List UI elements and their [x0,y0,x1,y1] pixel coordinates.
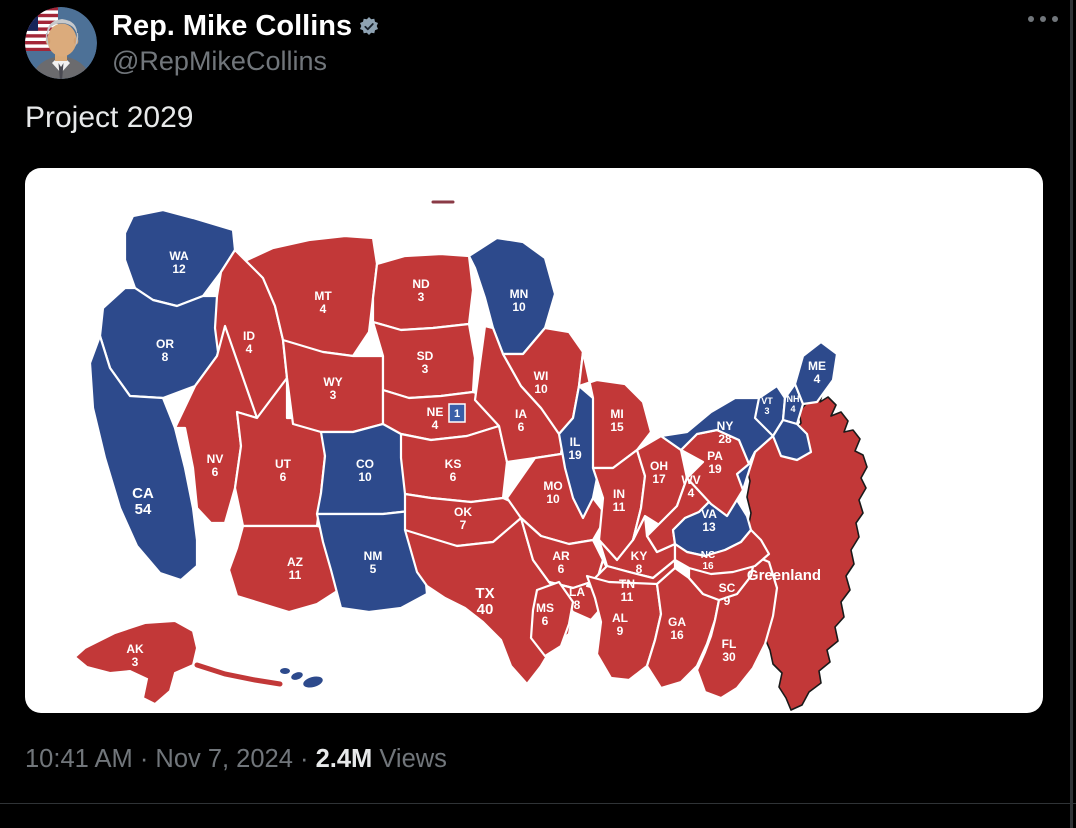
svg-text:15: 15 [610,420,624,434]
svg-text:54: 54 [135,501,152,518]
svg-text:IL: IL [570,435,581,449]
svg-text:PA: PA [707,449,723,463]
svg-text:NC: NC [701,550,715,561]
svg-text:3: 3 [422,362,429,376]
svg-text:FL: FL [722,637,737,651]
svg-text:6: 6 [558,562,565,576]
svg-text:IN: IN [613,487,625,501]
svg-text:30: 30 [722,650,736,664]
svg-text:4: 4 [432,418,439,432]
svg-text:10: 10 [546,492,560,506]
svg-text:10: 10 [512,300,526,314]
svg-text:4: 4 [320,302,327,316]
svg-text:3: 3 [418,290,425,304]
svg-text:NH: NH [787,394,800,404]
svg-text:11: 11 [613,500,626,514]
svg-text:WA: WA [169,249,189,263]
svg-text:IA: IA [515,407,527,421]
svg-text:3: 3 [330,388,337,402]
svg-text:LA: LA [569,585,585,599]
svg-text:AR: AR [552,549,570,563]
svg-text:40: 40 [477,601,494,618]
svg-text:8: 8 [636,562,643,576]
svg-text:HI: HI [307,691,319,705]
svg-text:NV: NV [207,452,224,466]
svg-text:6: 6 [518,420,525,434]
svg-text:10: 10 [534,382,548,396]
svg-text:MO: MO [543,479,562,493]
svg-text:8: 8 [162,350,169,364]
svg-text:MS: MS [536,601,554,615]
svg-text:WV: WV [681,473,700,487]
svg-text:TN: TN [619,577,635,591]
svg-text:4: 4 [688,486,695,500]
svg-text:CA: CA [132,485,154,502]
svg-text:9: 9 [617,624,624,638]
svg-text:CO: CO [356,457,374,471]
svg-text:11: 11 [621,590,634,604]
svg-text:MN: MN [510,287,529,301]
svg-text:MI: MI [610,407,623,421]
svg-text:AK: AK [126,642,144,656]
svg-text:3: 3 [132,655,139,669]
svg-text:7: 7 [460,518,467,532]
svg-text:ID: ID [243,329,255,343]
svg-text:VA: VA [701,507,717,521]
svg-text:UT: UT [275,457,292,471]
svg-text:ME: ME [808,359,826,373]
svg-text:11: 11 [289,568,302,582]
svg-text:ND: ND [412,277,430,291]
svg-text:16: 16 [670,628,684,642]
svg-text:NY: NY [717,419,734,433]
svg-text:AZ: AZ [287,555,303,569]
svg-text:3: 3 [764,406,769,416]
svg-text:17: 17 [652,472,666,486]
svg-text:8: 8 [574,598,581,612]
svg-text:12: 12 [172,262,186,276]
svg-text:19: 19 [568,448,582,462]
svg-text:19: 19 [708,462,722,476]
svg-text:6: 6 [450,470,457,484]
svg-text:OK: OK [454,505,472,519]
svg-text:KY: KY [631,549,648,563]
svg-text:OR: OR [156,337,174,351]
svg-text:NM: NM [364,549,383,563]
svg-text:NE: NE [427,405,444,419]
svg-text:AL: AL [612,611,628,625]
svg-text:10: 10 [358,470,372,484]
svg-text:WY: WY [323,375,342,389]
svg-text:OH: OH [650,459,668,473]
svg-text:SD: SD [417,349,434,363]
svg-text:Greenland: Greenland [747,567,821,584]
svg-text:4: 4 [310,704,317,713]
svg-text:6: 6 [542,614,549,628]
svg-text:4: 4 [246,342,253,356]
svg-text:16: 16 [702,561,714,572]
svg-text:VT: VT [761,396,773,406]
svg-text:6: 6 [212,465,219,479]
svg-text:9: 9 [724,594,731,608]
svg-text:4: 4 [814,372,821,386]
svg-text:WI: WI [534,369,549,383]
svg-text:6: 6 [280,470,287,484]
svg-text:KS: KS [445,457,462,471]
svg-text:4: 4 [790,404,795,414]
svg-text:5: 5 [370,562,377,576]
svg-text:MT: MT [314,289,332,303]
svg-text:GA: GA [668,615,686,629]
svg-text:13: 13 [702,520,716,534]
svg-text:SC: SC [719,581,736,595]
svg-text:1: 1 [454,408,460,420]
svg-text:TX: TX [475,585,494,602]
svg-text:28: 28 [718,432,732,446]
